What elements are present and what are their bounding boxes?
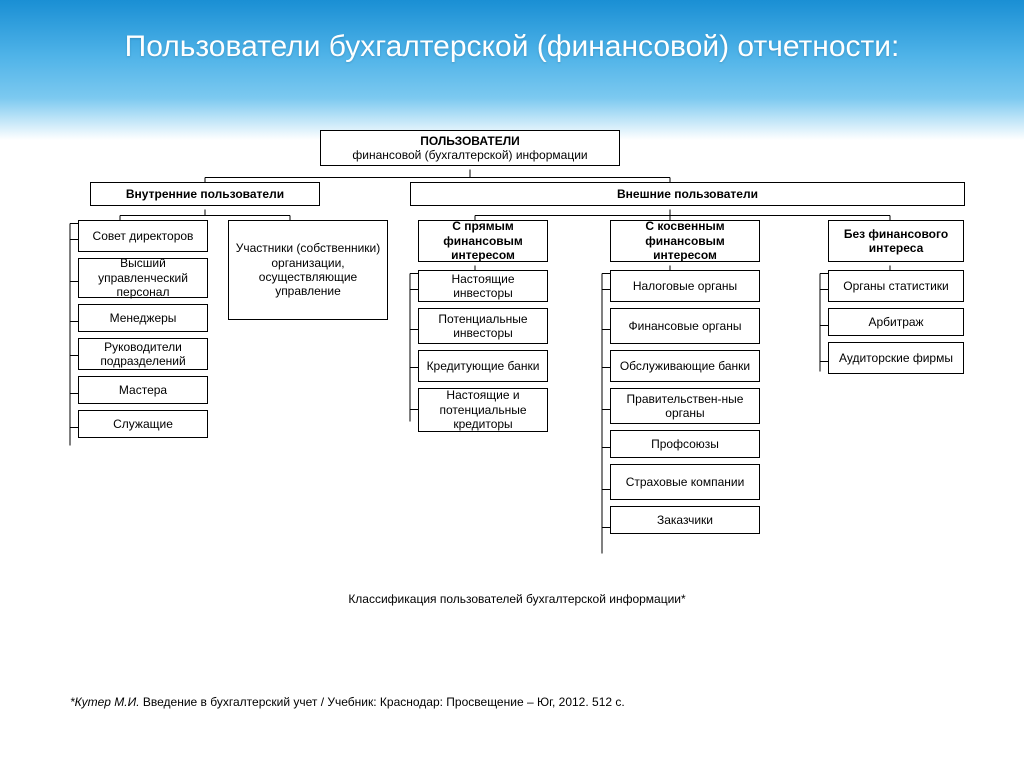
slide-title: Пользователи бухгалтерской (финансовой) … [0, 28, 1024, 66]
chart-caption: Классификация пользователей бухгалтерско… [50, 592, 984, 606]
ext-item: Финансовые органы [610, 308, 760, 344]
ext-item: Правительствен-ные органы [610, 388, 760, 424]
ext-item: Арбитраж [828, 308, 964, 336]
internal-item: Служащие [78, 410, 208, 438]
ext-item: Настоящие и потенциальные кредиторы [418, 388, 548, 432]
ext-item: Страховые компании [610, 464, 760, 500]
ext-group-header: С косвенным финансовым интересом [610, 220, 760, 262]
internal-item: Мастера [78, 376, 208, 404]
ext-group-header: С прямым финансовым интересом [418, 220, 548, 262]
ext-item: Кредитующие банки [418, 350, 548, 382]
ext-item: Налоговые органы [610, 270, 760, 302]
root-line2: финансовой (бухгалтерской) информации [352, 148, 587, 162]
external-header: Внешние пользователи [410, 182, 965, 206]
internal-item: Менеджеры [78, 304, 208, 332]
internal-item: Высший управленческий персонал [78, 258, 208, 298]
ext-group-header: Без финансового интереса [828, 220, 964, 262]
footnote-author: *Кутер М.И. [70, 695, 140, 709]
internal-header: Внутренние пользователи [90, 182, 320, 206]
ext-item: Настоящие инвесторы [418, 270, 548, 302]
ext-item: Потенциальные инвесторы [418, 308, 548, 344]
org-chart: ПОЛЬЗОВАТЕЛИ финансовой (бухгалтерской) … [50, 130, 984, 667]
header-gradient [0, 0, 1024, 140]
root-line1: ПОЛЬЗОВАТЕЛИ [420, 134, 520, 148]
ext-item: Аудиторские фирмы [828, 342, 964, 374]
root-box: ПОЛЬЗОВАТЕЛИ финансовой (бухгалтерской) … [320, 130, 620, 166]
footnote: *Кутер М.И. Введение в бухгалтерский уче… [70, 695, 625, 709]
slide: Пользователи бухгалтерской (финансовой) … [0, 0, 1024, 767]
ext-item: Заказчики [610, 506, 760, 534]
ext-item: Обслуживающие банки [610, 350, 760, 382]
internal-side-box: Участники (собственники) организации, ос… [228, 220, 388, 320]
internal-item: Руководители подразделений [78, 338, 208, 370]
ext-item: Профсоюзы [610, 430, 760, 458]
ext-item: Органы статистики [828, 270, 964, 302]
footnote-text: Введение в бухгалтерский учет / Учебник:… [140, 695, 625, 709]
internal-item: Совет директоров [78, 220, 208, 252]
